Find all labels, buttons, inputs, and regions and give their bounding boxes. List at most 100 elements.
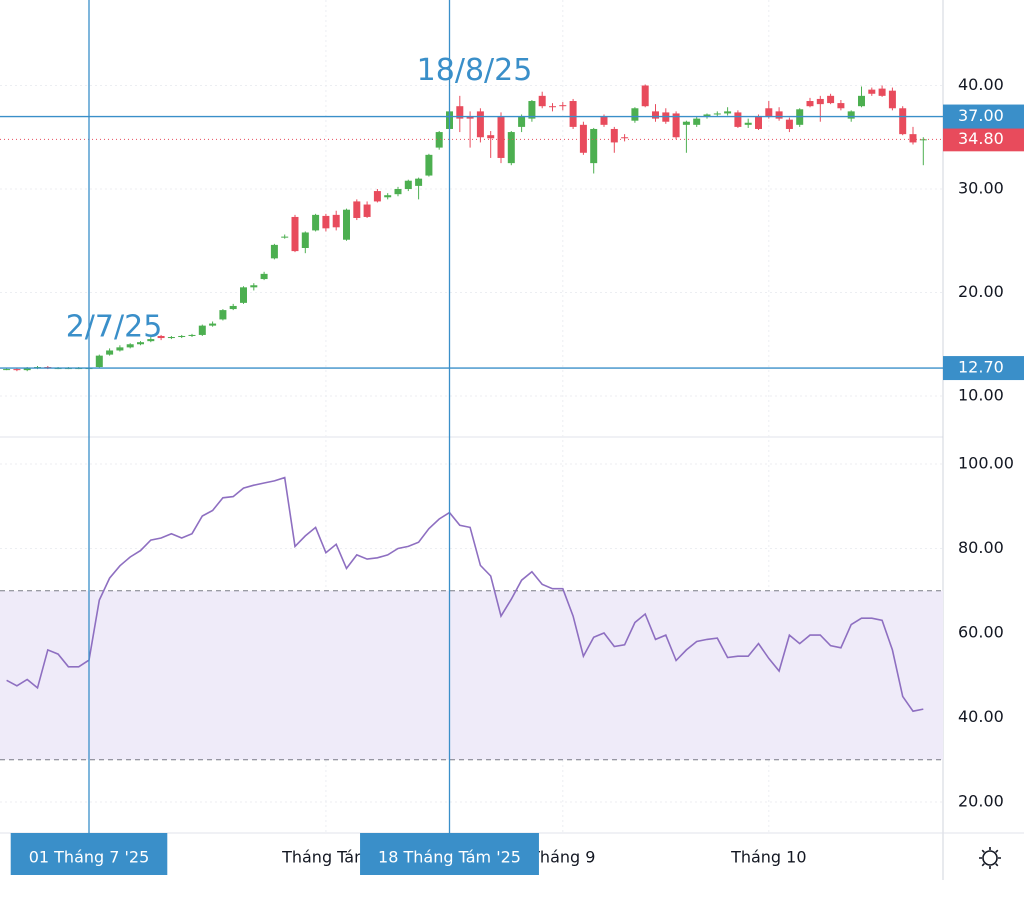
x-marker-box — [10, 833, 168, 875]
candle-body — [353, 201, 361, 218]
candle-body — [167, 337, 175, 339]
x-tick-label: Tháng 9 — [529, 848, 595, 867]
candle-body — [394, 189, 402, 195]
candle-body — [610, 128, 618, 143]
x-marker-box — [360, 833, 539, 875]
horizontal-line-label: 12.70 — [958, 358, 1004, 377]
candle-body — [888, 90, 896, 109]
candle-body — [250, 285, 258, 288]
candle-body — [466, 116, 474, 119]
candle-body — [95, 355, 103, 368]
y-tick-label: 60.00 — [958, 623, 1004, 642]
y-tick-label: 80.00 — [958, 538, 1004, 557]
candle-body — [425, 154, 433, 176]
candle-body — [847, 111, 855, 119]
x-tick-label: Tháng 10 — [730, 848, 806, 867]
candle-body — [878, 88, 886, 96]
overlays: 10.00 20.00 30.00 40.00 34.80 37.00 12.70 Tháng… — [0, 0, 1024, 875]
candle-body — [528, 101, 536, 119]
candle-body — [652, 111, 659, 119]
y-tick-label: 40.00 — [958, 75, 1004, 94]
y-tick-label: 40.00 — [958, 707, 1004, 726]
x-tick-label: Tháng Tám — [281, 848, 370, 867]
y-tick-label: 10.00 — [958, 386, 1004, 405]
candle-body — [435, 132, 443, 148]
candle-body — [487, 135, 495, 139]
candle-body — [219, 310, 227, 320]
candle-body — [157, 335, 165, 339]
horizontal-line-box — [943, 104, 1024, 129]
candle-body — [569, 101, 577, 127]
candle-body — [23, 368, 31, 371]
candle-body — [363, 204, 371, 217]
candle-body — [868, 89, 876, 94]
settings-icon[interactable] — [979, 847, 1001, 869]
candle-body — [13, 369, 21, 371]
last-price-label: 34.80 — [958, 129, 1004, 148]
rsi-line — [6, 476, 924, 713]
candle-body — [518, 116, 526, 127]
y-tick-label: 100.00 — [958, 454, 1014, 473]
candle-body — [641, 85, 649, 107]
candle-body — [559, 105, 567, 107]
candle-body — [724, 111, 732, 114]
candle-body — [507, 132, 515, 164]
candle-body — [827, 95, 835, 104]
candle-body — [919, 139, 927, 141]
candle-body — [497, 116, 505, 158]
candle-body — [899, 108, 907, 135]
candle-body — [209, 323, 217, 326]
candle-body — [538, 95, 546, 107]
candle-body — [332, 214, 340, 228]
candle-body — [260, 273, 268, 280]
candle-body — [291, 216, 299, 252]
candle-body — [785, 119, 793, 129]
candle-body — [116, 347, 124, 351]
candle-body — [322, 215, 330, 229]
candle-body — [806, 101, 814, 107]
marker-text: 2/7/25 — [66, 310, 163, 345]
candle-body — [384, 195, 392, 198]
candle-body — [816, 98, 824, 105]
candle-body — [703, 114, 711, 117]
candle-body — [909, 134, 917, 143]
band — [0, 590, 943, 760]
candle-body — [198, 325, 206, 335]
y-tick-label: 20.00 — [958, 791, 1004, 810]
candle-body — [621, 137, 629, 139]
candle-body — [744, 122, 752, 125]
x-marker-label: 01 Tháng 7 '25 — [29, 848, 150, 867]
candle-body — [456, 106, 464, 119]
x-marker-label: 18 Tháng Tám '25 — [378, 848, 521, 867]
candle-body — [301, 232, 309, 248]
candle-body — [631, 108, 639, 121]
candle-body — [404, 180, 412, 190]
marks — [0, 84, 943, 713]
candle-body — [106, 350, 114, 355]
candle-body — [270, 244, 278, 259]
candle-body — [600, 116, 608, 125]
candle-body — [343, 209, 350, 240]
candle-body — [312, 214, 320, 231]
horizontal-line-box — [943, 356, 1024, 381]
candle-body — [229, 305, 237, 310]
candle-body — [178, 335, 186, 338]
candle-body — [755, 116, 762, 129]
candle-body — [590, 128, 598, 164]
candle-body — [3, 369, 11, 371]
candle-body — [765, 108, 773, 117]
y-tick-label: 20.00 — [958, 282, 1004, 301]
candle-body — [693, 118, 701, 125]
candle-body — [137, 342, 144, 345]
candle-body — [373, 191, 381, 202]
candle-body — [682, 121, 690, 125]
candle-body — [147, 339, 155, 342]
candle-body — [476, 111, 484, 138]
candle-body — [240, 287, 247, 303]
marker-text: 18/8/25 — [417, 53, 533, 88]
last-price-box — [943, 127, 1024, 152]
candle-body — [775, 111, 783, 119]
candle-body — [415, 178, 423, 186]
horizontal-line-label: 37.00 — [958, 106, 1004, 125]
